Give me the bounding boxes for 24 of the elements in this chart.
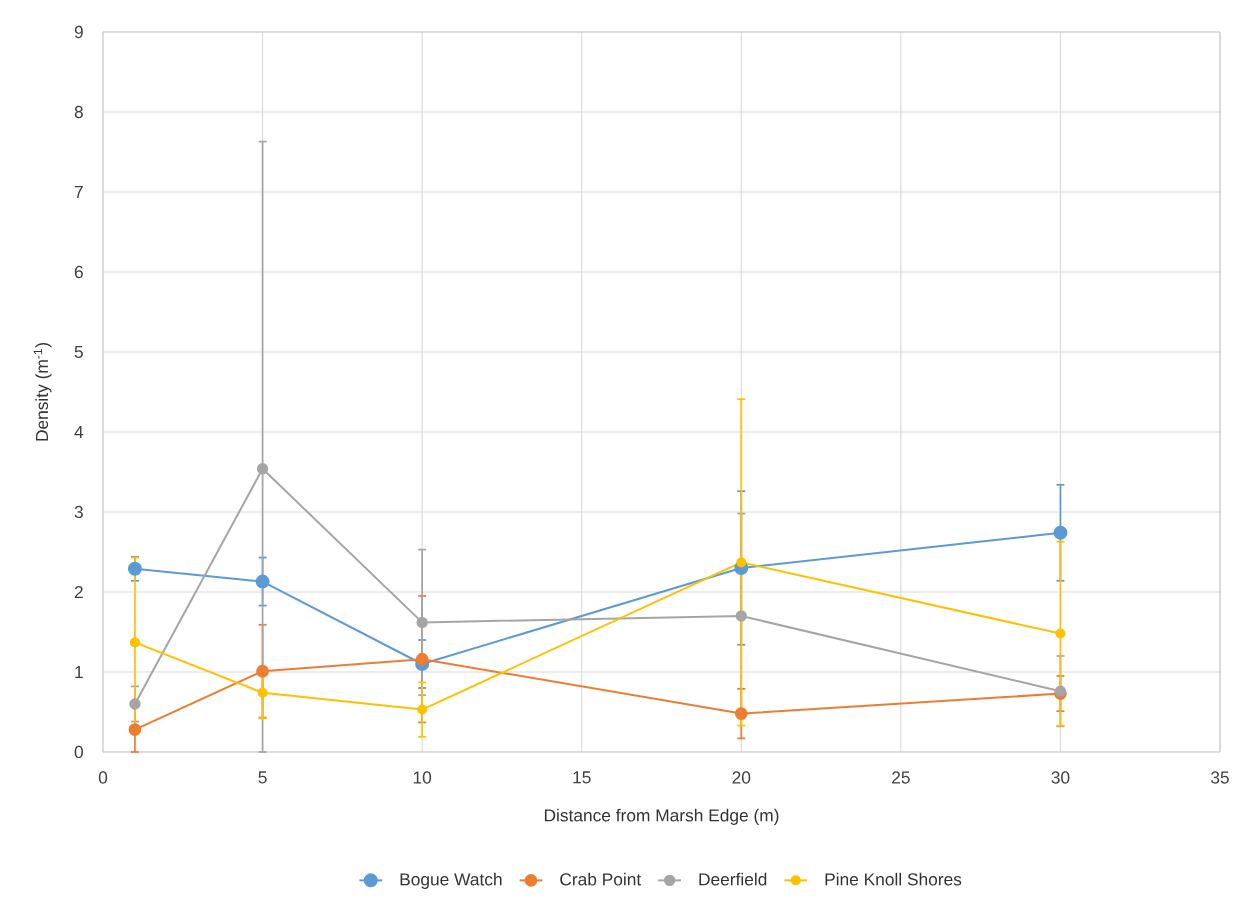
x-tick-label: 35 (1211, 771, 1229, 784)
x-tick-label: 25 (892, 771, 910, 784)
y-tick-label: 4 (74, 426, 84, 438)
y-tick-label: 1 (75, 666, 83, 678)
y-tick-label: 3 (74, 505, 83, 519)
y-tick-label: 7 (74, 186, 83, 198)
legend-label: Crab Point (560, 872, 642, 886)
y-tick-label: 6 (74, 265, 83, 279)
legend-label: Deerfield (699, 872, 767, 886)
x-tick-label: 0 (98, 771, 108, 784)
x-tick-label: 10 (413, 771, 432, 784)
legend-label: Pine Knoll Shores (825, 872, 962, 886)
y-tick-label: 9 (74, 25, 83, 39)
y-tick-label: 8 (74, 105, 83, 119)
x-tick-label: 20 (732, 771, 751, 784)
y-tick-label: 5 (74, 345, 83, 359)
y-axis-title: Density (m$^{-1}$) (33, 343, 52, 441)
y-tick-label: 0 (74, 745, 83, 759)
y-tick-label: 2 (74, 585, 83, 599)
x-tick-label: 5 (258, 771, 267, 784)
x-tick-label: 30 (1051, 771, 1070, 784)
x-tick-label: 15 (573, 771, 591, 784)
x-axis-title: Distance from Marsh Edge (m) (544, 808, 779, 825)
legend-label: Bogue Watch (400, 872, 502, 889)
